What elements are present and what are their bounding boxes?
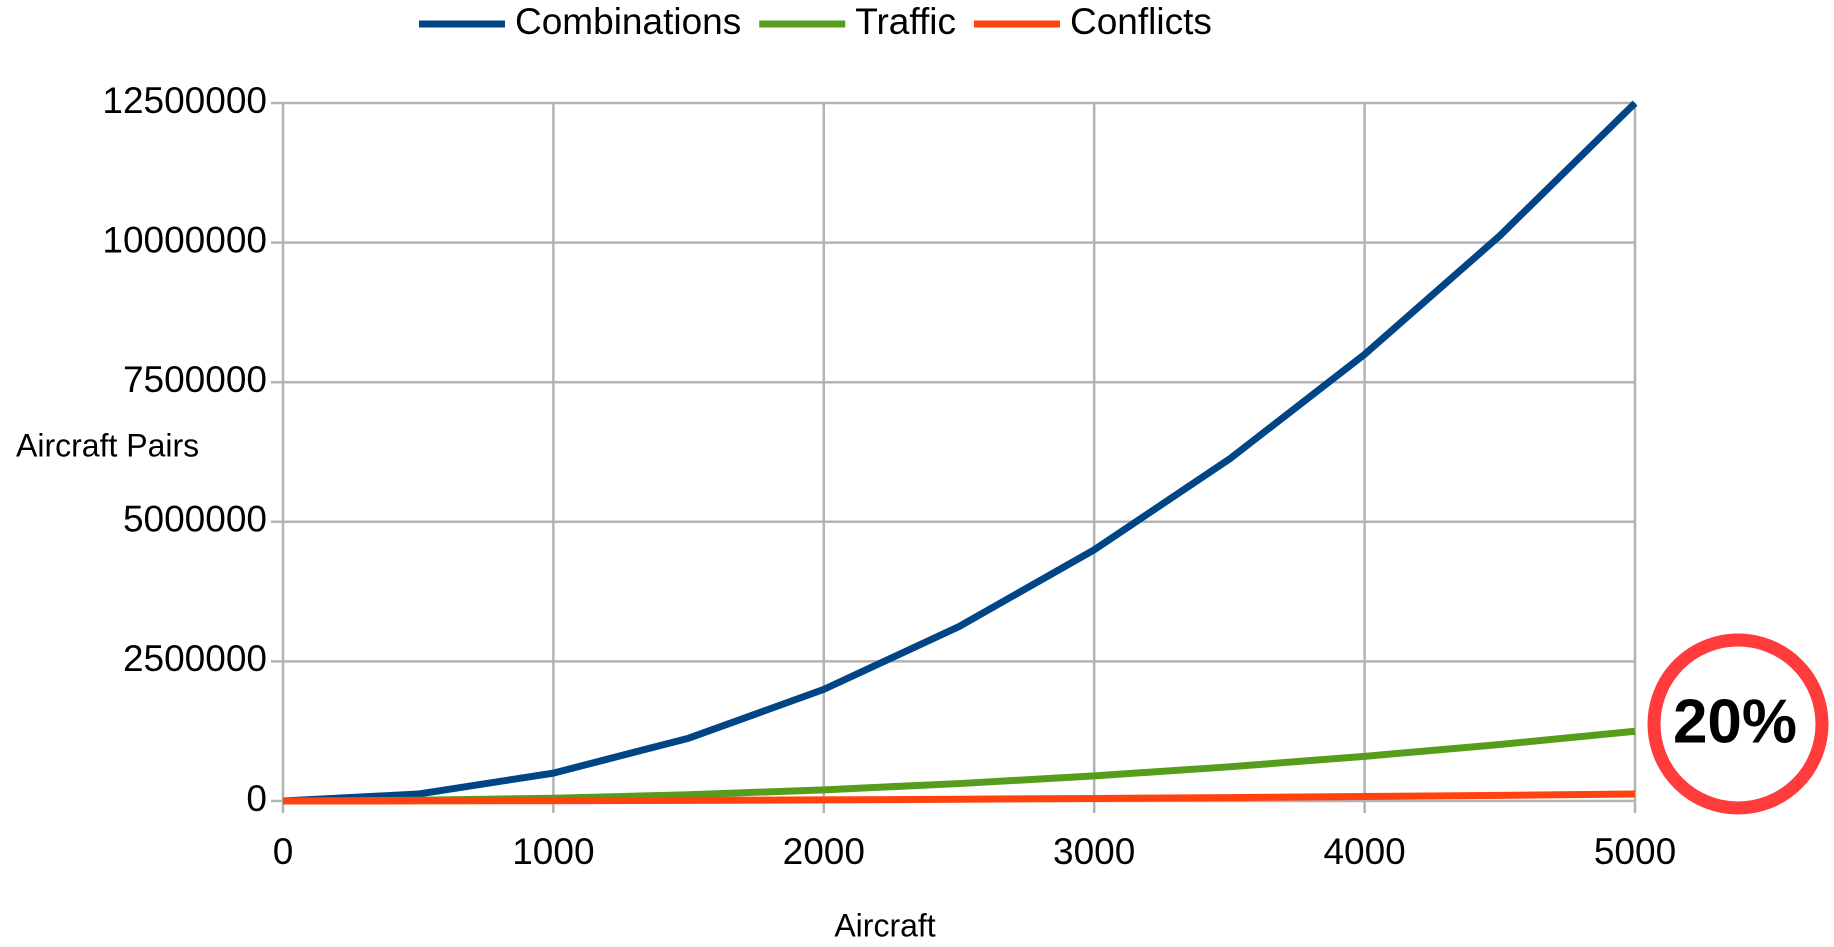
- annotation: 20%: [1673, 687, 1797, 756]
- y-tick-label: 12500000: [102, 80, 267, 121]
- x-tick-label: 0: [273, 831, 294, 872]
- y-tick-label: 5000000: [123, 499, 267, 540]
- x-tick-label: 2000: [783, 831, 865, 872]
- y-tick-label: 0: [246, 778, 267, 819]
- series-line: [282, 790, 1636, 805]
- y-tick-label: 7500000: [123, 359, 267, 400]
- series-line: [282, 727, 1636, 805]
- legend-label: Conflicts: [1070, 1, 1212, 42]
- x-tick-label: 4000: [1323, 831, 1405, 872]
- series-line: [282, 100, 1638, 805]
- y-axis-label: Aircraft Pairs: [16, 427, 199, 463]
- x-tick-label: 1000: [512, 831, 594, 872]
- legend-label: Traffic: [855, 1, 956, 42]
- legend-label: Combinations: [515, 1, 741, 42]
- y-tick-label: 10000000: [102, 219, 267, 260]
- y-tick-label: 2500000: [123, 638, 267, 679]
- x-tick-label: 3000: [1053, 831, 1135, 872]
- x-axis-label: Aircraft: [834, 907, 935, 943]
- x-tick-label: 5000: [1594, 831, 1676, 872]
- annotation-circle: [1647, 633, 1829, 815]
